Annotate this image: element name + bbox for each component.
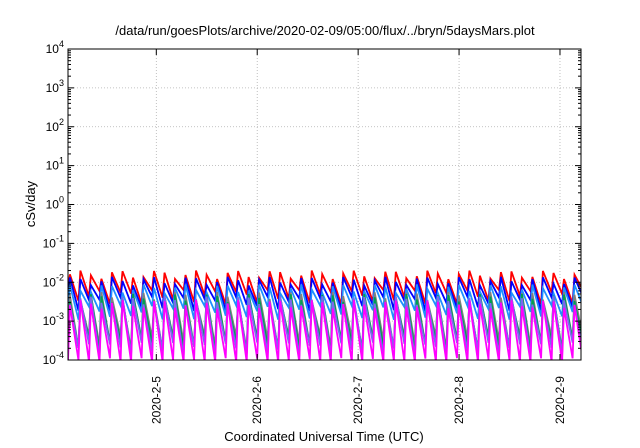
x-axis-label: Coordinated Universal Time (UTC) <box>224 429 423 444</box>
x-tick-label: 2020-2-6 <box>250 376 264 424</box>
y-axis-label: cSv/day <box>23 180 38 227</box>
grid <box>68 49 581 360</box>
x-tick-label: 2020-2-8 <box>452 376 466 424</box>
y-tick-label: 102 <box>46 117 64 134</box>
y-tick-label: 10-1 <box>43 233 64 250</box>
y-tick-label: 10-4 <box>43 350 64 367</box>
series-line <box>68 284 581 321</box>
y-tick-label: 10-2 <box>43 272 64 289</box>
x-axis: 2020-2-5 2020-2-6 2020-2-7 2020-2-8 2020-2-9 <box>149 49 567 424</box>
y-tick-label: 103 <box>46 78 64 95</box>
x-tick-label: 2020-2-7 <box>351 376 365 424</box>
y-tick-label: 100 <box>46 195 64 212</box>
y-tick-label: 10-3 <box>43 311 64 328</box>
y-tick-label: 101 <box>46 156 64 173</box>
x-tick-label: 2020-2-9 <box>553 376 567 424</box>
x-tick-label: 2020-2-5 <box>149 376 163 424</box>
series-line <box>68 299 581 360</box>
series-layer <box>68 269 581 360</box>
y-tick-label: 104 <box>46 39 64 56</box>
chart-title: /data/run/goesPlots/archive/2020-02-09/0… <box>115 23 535 38</box>
